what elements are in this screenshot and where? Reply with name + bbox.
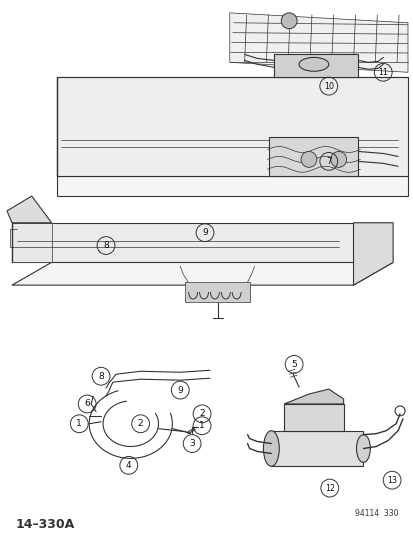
Text: 7: 7 [325, 157, 331, 166]
Text: 9: 9 [202, 228, 207, 237]
Polygon shape [353, 223, 392, 285]
Text: 11: 11 [377, 68, 387, 77]
Polygon shape [185, 282, 249, 302]
Text: 10: 10 [323, 82, 333, 91]
Text: 4: 4 [126, 461, 131, 470]
Ellipse shape [298, 58, 328, 71]
Text: 3: 3 [189, 439, 195, 448]
Text: 2: 2 [138, 419, 143, 428]
Polygon shape [57, 176, 407, 196]
Circle shape [300, 151, 316, 167]
Text: 9: 9 [177, 385, 183, 394]
Circle shape [280, 13, 297, 29]
Polygon shape [269, 136, 358, 176]
Polygon shape [229, 13, 407, 72]
Ellipse shape [263, 431, 279, 466]
Text: 2: 2 [199, 409, 204, 418]
Text: 13: 13 [386, 475, 396, 484]
Text: 6: 6 [84, 399, 90, 408]
Text: 1: 1 [199, 421, 204, 430]
Polygon shape [7, 196, 52, 223]
Circle shape [330, 151, 346, 167]
Text: 1: 1 [76, 419, 82, 428]
Polygon shape [274, 54, 358, 77]
Polygon shape [12, 223, 353, 262]
Polygon shape [284, 389, 343, 404]
Polygon shape [12, 262, 392, 285]
Polygon shape [271, 431, 363, 466]
Text: 5: 5 [291, 360, 296, 369]
Polygon shape [284, 404, 343, 431]
Polygon shape [57, 77, 407, 176]
Text: 8: 8 [103, 241, 109, 250]
Ellipse shape [356, 434, 370, 462]
Text: 14–330A: 14–330A [16, 518, 75, 531]
Polygon shape [12, 223, 52, 262]
Text: 94114  330: 94114 330 [354, 509, 397, 518]
Text: 8: 8 [98, 372, 104, 381]
Text: 12: 12 [324, 483, 334, 492]
